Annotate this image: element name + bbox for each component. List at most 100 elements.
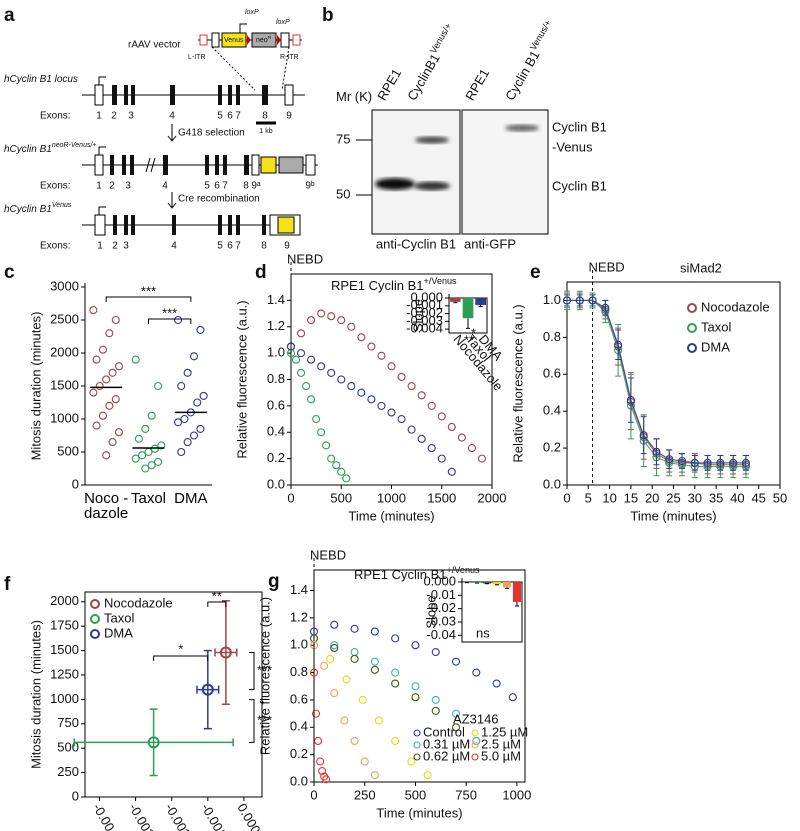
venus-box — [221, 32, 247, 48]
neo-box — [278, 156, 304, 174]
band — [505, 124, 539, 132]
chart-title-part: +/Venus — [423, 276, 457, 286]
point — [350, 736, 359, 746]
y-tick-label: 1750 — [50, 618, 79, 633]
point — [431, 695, 440, 704]
x-tick-label: 1500 — [427, 490, 456, 505]
point — [423, 771, 432, 780]
lane-label-part: Venus/+ — [428, 22, 453, 56]
y-tick-label: 1500 — [50, 377, 79, 392]
legend-marker — [687, 343, 697, 353]
y-tick-label: 750 — [57, 715, 79, 730]
y-axis-label: Relative fluorescence (a.u.) — [510, 304, 525, 462]
point — [105, 401, 114, 410]
legend-marker — [90, 614, 100, 624]
itr — [199, 34, 208, 46]
point — [330, 643, 339, 653]
arrow-promoter — [98, 76, 106, 85]
point — [141, 464, 150, 473]
x-axis-label: Time (minutes) — [348, 508, 434, 523]
exon — [130, 155, 134, 175]
exon — [251, 154, 260, 176]
point — [437, 412, 446, 421]
x-tick-label: 500 — [405, 787, 427, 802]
break-mark — [145, 157, 156, 173]
legend-label: Control — [423, 724, 465, 739]
point — [374, 716, 383, 725]
exons-label: Exons: — [40, 241, 71, 252]
band-label: Cyclin B1 — [552, 119, 607, 134]
significance-bracket — [105, 296, 192, 302]
chart-title-part: +/Venus — [446, 565, 480, 575]
point — [337, 467, 346, 476]
exons-label: Exons: — [40, 181, 71, 192]
point — [431, 648, 440, 657]
chart-title-part: RPE1 Cyclin B1 — [331, 278, 423, 293]
exon — [131, 215, 135, 235]
point — [451, 709, 461, 718]
point — [316, 757, 325, 766]
point — [472, 736, 481, 746]
legend-marker — [90, 629, 100, 639]
y-tick-label: 0.4 — [543, 403, 561, 418]
x-tick-label: 500 — [330, 490, 352, 505]
row-label-part: hCyclin B1 — [4, 74, 52, 85]
point — [108, 438, 117, 447]
y-tick-label: 0.2 — [543, 440, 561, 455]
x-tick-label: 20 — [645, 490, 659, 505]
x-tick-label: -0.003 — [126, 801, 157, 831]
y-tick-label: 0.0 — [267, 476, 285, 491]
point — [105, 329, 114, 338]
loxp-label: loxP — [245, 9, 259, 16]
venus-box — [260, 156, 277, 174]
y-tick-label: 0 — [72, 788, 79, 803]
point — [320, 661, 329, 670]
point — [111, 315, 120, 325]
exon — [262, 85, 268, 105]
point — [327, 368, 336, 377]
point — [95, 381, 104, 391]
lane-label-part: CyclinB1 — [405, 51, 444, 103]
exon — [280, 32, 290, 48]
exon — [228, 215, 232, 235]
row-label: hCyclin B1Venus — [4, 202, 72, 214]
y-axis-label: Mitosis duration (minutes) — [28, 620, 43, 769]
point — [562, 296, 572, 305]
y-tick-label: 0.4 — [267, 424, 285, 439]
point — [741, 458, 750, 467]
point — [342, 474, 351, 483]
x-tick-label: -0.004 — [90, 801, 121, 831]
point — [665, 455, 674, 464]
bar — [513, 582, 521, 602]
exon — [236, 85, 240, 105]
point — [201, 683, 214, 696]
significance-label: *** — [257, 663, 272, 678]
point — [427, 401, 436, 410]
significance-label: *** — [257, 712, 272, 727]
x-tick-label: 25 — [666, 490, 680, 505]
row-label-part: locus — [52, 74, 78, 85]
arrow-promoter — [239, 23, 247, 33]
point — [183, 438, 192, 447]
point — [134, 434, 143, 443]
point — [626, 396, 635, 405]
y-tick-label: 0.0 — [290, 773, 308, 788]
legend-title: AZ3146 — [453, 711, 499, 726]
point — [296, 368, 306, 377]
exon-number: 2 — [112, 241, 118, 252]
exon — [172, 215, 176, 235]
point — [601, 303, 610, 312]
panel-label: f — [4, 574, 11, 595]
chart-title: RPE1 Cyclin B1+/Venus — [354, 565, 480, 582]
legend-label: Nocodazole — [701, 299, 770, 314]
point — [391, 679, 400, 688]
mr-label-part: r — [347, 89, 352, 104]
significance-label: ** — [212, 588, 222, 603]
point — [302, 382, 311, 391]
point — [360, 757, 369, 766]
exon-number: 6 — [214, 181, 220, 192]
exon — [163, 155, 168, 175]
point — [98, 411, 108, 420]
point — [391, 634, 400, 643]
arrow-promoter — [98, 146, 106, 155]
